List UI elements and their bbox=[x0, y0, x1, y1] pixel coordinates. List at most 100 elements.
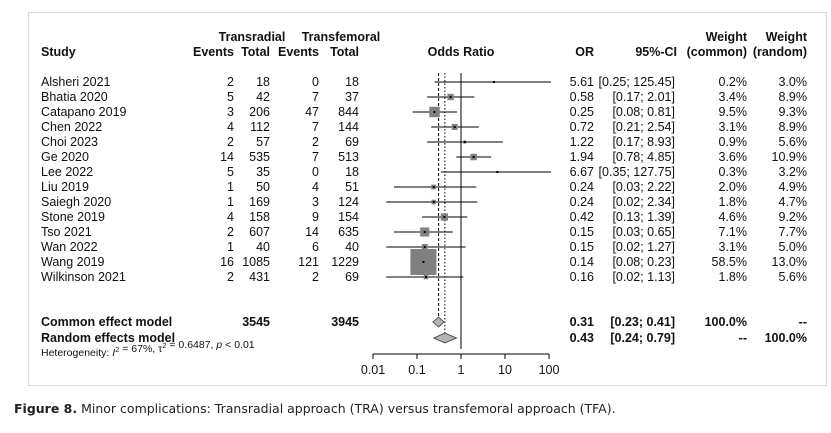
events-transfemoral: 3 bbox=[312, 195, 319, 209]
weight-common-value: 0.3% bbox=[719, 165, 748, 179]
figure-label: Figure 8. bbox=[14, 401, 78, 416]
weight-random-value: 5.6% bbox=[779, 135, 808, 149]
heterogeneity-p-val: < 0.01 bbox=[222, 339, 255, 351]
point-estimate bbox=[443, 216, 446, 218]
summary-ci-value: [0.24; 0.79] bbox=[610, 331, 675, 345]
ci-value: [0.21; 2.54] bbox=[612, 120, 675, 134]
heterogeneity-i2-val: = 67%, bbox=[119, 343, 158, 355]
heterogeneity-text: Heterogeneity: I2 = 67%, τ2 = 0.6487, p … bbox=[41, 339, 255, 359]
heterogeneity-i2-sym: I bbox=[112, 347, 115, 359]
summary-model-name: Random effects model bbox=[41, 331, 175, 345]
odds-ratio-value: 0.24 bbox=[570, 195, 594, 209]
odds-ratio-value: 6.67 bbox=[570, 165, 594, 179]
study-name: Choi 2023 bbox=[41, 135, 98, 149]
odds-ratio-value: 1.22 bbox=[570, 135, 594, 149]
weight-common-value: 0.9% bbox=[719, 135, 748, 149]
study-name: Wilkinson 2021 bbox=[41, 270, 126, 284]
header-group2: Transfemoral bbox=[302, 30, 381, 44]
heterogeneity-tau-sym: τ bbox=[158, 343, 163, 355]
header-group1: Transradial bbox=[219, 30, 286, 44]
weight-common-value: 3.6% bbox=[719, 150, 748, 164]
events-transfemoral: 7 bbox=[312, 120, 319, 134]
ci-value: [0.03; 2.22] bbox=[612, 180, 675, 194]
total-transfemoral: 69 bbox=[345, 270, 359, 284]
study-row: Choi 2023 2 57 2 69 1.22 [0.17; 8.93] 0.9% 5.6% bbox=[41, 135, 807, 149]
events-transradial: 1 bbox=[227, 180, 234, 194]
events-transfemoral: 14 bbox=[305, 225, 319, 239]
total-transradial: 50 bbox=[256, 180, 270, 194]
study-row: Chen 2022 4 112 7 144 0.72 [0.21; 2.54] 3.1% 8.9… bbox=[41, 120, 807, 134]
study-row: Stone 2019 4 158 9 154 0.42 [0.13; 1.39] 4.6% 9.… bbox=[41, 210, 807, 224]
summary-total-transfemoral: 3945 bbox=[331, 315, 359, 329]
study-row: Catapano 2019 3 206 47 844 0.25 [0.08; 0.81] 9.… bbox=[41, 105, 807, 119]
weight-random-value: 7.7% bbox=[779, 225, 808, 239]
total-transfemoral: 37 bbox=[345, 90, 359, 104]
total-transfemoral: 18 bbox=[345, 165, 359, 179]
ci-value: [0.25; 125.45] bbox=[599, 75, 675, 89]
weight-random-value: 3.2% bbox=[779, 165, 808, 179]
total-transradial: 206 bbox=[249, 105, 270, 119]
weight-random-value: 9.3% bbox=[779, 105, 808, 119]
point-estimate bbox=[463, 141, 466, 143]
total-transradial: 1085 bbox=[242, 255, 270, 269]
weight-random-value: 9.2% bbox=[779, 210, 808, 224]
study-name: Ge 2020 bbox=[41, 150, 89, 164]
weight-random-value: 8.9% bbox=[779, 120, 808, 134]
events-transradial: 1 bbox=[227, 240, 234, 254]
x-tick-label: 0.1 bbox=[408, 363, 425, 377]
point-estimate bbox=[453, 126, 456, 128]
total-transfemoral: 844 bbox=[338, 105, 359, 119]
summary-rows: Common effect model 3545 3945 0.31 [0.23; 0.… bbox=[41, 315, 807, 359]
point-estimate bbox=[432, 201, 435, 203]
events-transfemoral: 121 bbox=[298, 255, 319, 269]
weight-common-value: 0.2% bbox=[719, 75, 748, 89]
study-row: Bhatia 2020 5 42 7 37 0.58 [0.17; 2.01] 3.4% 8.9… bbox=[41, 90, 807, 104]
summary-or-value: 0.31 bbox=[570, 315, 594, 329]
summary-or-value: 0.43 bbox=[570, 331, 594, 345]
header-random: (random) bbox=[753, 45, 807, 59]
ci-value: [0.78; 4.85] bbox=[612, 150, 675, 164]
study-row: Liu 2019 1 50 4 51 0.24 [0.03; 2.22] 2.0% 4.9% bbox=[41, 180, 807, 194]
point-estimate bbox=[432, 186, 435, 188]
odds-ratio-value: 0.16 bbox=[570, 270, 594, 284]
weight-random-value: 10.9% bbox=[772, 150, 807, 164]
heterogeneity-prefix: Heterogeneity: bbox=[41, 347, 112, 359]
weight-common-value: 2.0% bbox=[719, 180, 748, 194]
column-headers: Transradial Transfemoral Study Events Total E… bbox=[41, 30, 808, 59]
weight-common-value: 1.8% bbox=[719, 270, 748, 284]
total-transradial: 607 bbox=[249, 225, 270, 239]
weight-common-value: 4.6% bbox=[719, 210, 748, 224]
odds-ratio-value: 0.15 bbox=[570, 225, 594, 239]
weight-common-value: 1.8% bbox=[719, 195, 748, 209]
point-estimate bbox=[424, 276, 427, 278]
summary-weight-common: 100.0% bbox=[705, 315, 747, 329]
point-estimate bbox=[422, 261, 425, 263]
forest-plot: Transradial Transfemoral Study Events Total E… bbox=[41, 30, 808, 377]
events-transfemoral: 7 bbox=[312, 150, 319, 164]
ci-value: [0.02; 1.13] bbox=[612, 270, 675, 284]
events-transradial: 2 bbox=[227, 135, 234, 149]
total-transradial: 40 bbox=[256, 240, 270, 254]
events-transradial: 5 bbox=[227, 90, 234, 104]
x-axis: 0.01 0.1 1 10 100 bbox=[361, 353, 559, 377]
ci-value: [0.17; 2.01] bbox=[612, 90, 675, 104]
summary-model-name: Common effect model bbox=[41, 315, 172, 329]
study-row: Wilkinson 2021 2 431 2 69 0.16 [0.02; 1.13] 1.8… bbox=[41, 270, 807, 284]
point-estimate bbox=[449, 96, 452, 98]
odds-ratio-value: 0.58 bbox=[570, 90, 594, 104]
odds-ratio-value: 0.14 bbox=[570, 255, 594, 269]
weight-random-value: 8.9% bbox=[779, 90, 808, 104]
total-transfemoral: 18 bbox=[345, 75, 359, 89]
weight-common-value: 7.1% bbox=[719, 225, 748, 239]
study-row: Ge 2020 14 535 7 513 1.94 [0.78; 4.85] 3.6% 10.9… bbox=[41, 150, 807, 164]
events-transradial: 3 bbox=[227, 105, 234, 119]
summary-diamond bbox=[432, 332, 458, 344]
header-or: OR bbox=[575, 45, 594, 59]
study-name: Tso 2021 bbox=[41, 225, 92, 239]
total-transradial: 431 bbox=[249, 270, 270, 284]
study-name: Wan 2022 bbox=[41, 240, 98, 254]
weight-random-value: 4.7% bbox=[779, 195, 808, 209]
events-transfemoral: 7 bbox=[312, 90, 319, 104]
ci-value: [0.08; 0.81] bbox=[612, 105, 675, 119]
odds-ratio-value: 5.61 bbox=[570, 75, 594, 89]
